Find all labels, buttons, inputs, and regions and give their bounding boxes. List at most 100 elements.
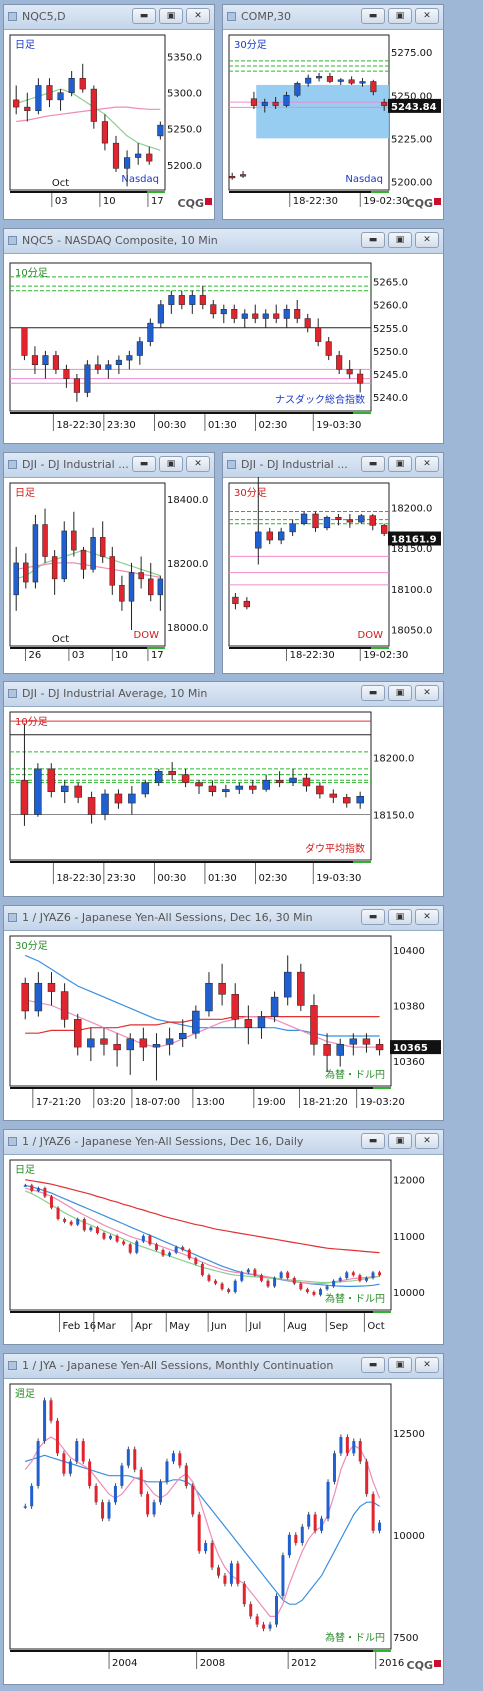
close-icon[interactable]: ✕ (415, 8, 439, 24)
yen-30min-window[interactable]: 1 / JYAZ6 - Japanese Yen-All Sessions, D… (3, 905, 444, 1121)
comp-30min-window[interactable]: COMP,30 ▬ ▣ ✕ 5275.00 5250.00 5225.00 5200.00 5… (222, 4, 444, 220)
title-bar[interactable]: COMP,30 ▬ ▣ ✕ (223, 5, 443, 30)
close-icon[interactable]: ✕ (415, 1357, 439, 1373)
time-axis-bar (10, 861, 371, 863)
candle-body (74, 785, 82, 798)
candle-body (23, 562, 29, 583)
nasdaq-daily-window[interactable]: NQC5,D ▬ ▣ ✕ 5350.0 5300.0 5250.0 5200.0 03 10 17… (3, 4, 215, 220)
candle-body (375, 1044, 384, 1051)
title-bar[interactable]: 1 / JYA - Japanese Yen-All Sessions, Mon… (4, 1354, 443, 1379)
title-bar[interactable]: DJI - DJ Industrial ... ▬ ▣ ✕ (223, 453, 443, 478)
minimize-icon[interactable]: ▬ (361, 456, 385, 472)
time-tick-label: 19-03:30 (316, 420, 361, 431)
restore-icon[interactable]: ▣ (388, 8, 412, 24)
candle-body (152, 1502, 156, 1515)
dji-daily-window[interactable]: DJI - DJ Industrial ... ▬ ▣ ✕ 18400.0 18200.… (3, 452, 215, 674)
restore-icon[interactable]: ▣ (388, 232, 412, 248)
candle-body (109, 556, 116, 586)
candle-body (126, 1449, 130, 1466)
title-bar[interactable]: 1 / JYAZ6 - Japanese Yen-All Sessions, D… (4, 1130, 443, 1155)
title-bar[interactable]: NQC5 - NASDAQ Composite, 10 Min ▬ ▣ ✕ (4, 229, 443, 254)
dji-10min-chart: 18200.0 18150.0 18-22:30 23:30 00:30 01:30 02:… (9, 711, 414, 884)
title-bar[interactable]: DJI - DJ Industrial ... ▬ ▣ ✕ (4, 453, 214, 478)
close-icon[interactable]: ✕ (186, 456, 210, 472)
series-label: 為替・ドル円 (325, 1292, 385, 1305)
candle-body (178, 1032, 187, 1040)
restore-icon[interactable]: ▣ (388, 909, 412, 925)
nasdaq-10min-window[interactable]: NQC5 - NASDAQ Composite, 10 Min ▬ ▣ ✕ 5265.… (3, 228, 444, 444)
restore-icon[interactable]: ▣ (159, 456, 183, 472)
chart-window-icon (227, 12, 236, 21)
time-tick-label: 02:30 (258, 420, 287, 431)
close-icon[interactable]: ✕ (415, 456, 439, 472)
candle-body (159, 1481, 163, 1503)
price-tick-label: 5245.0 (373, 370, 408, 381)
moving-average-green (16, 549, 161, 580)
cqg-logo: CQG (407, 197, 433, 210)
candle-body (281, 1555, 285, 1596)
candle-body (94, 1485, 98, 1503)
minimize-icon[interactable]: ▬ (361, 909, 385, 925)
moving-average-blue (25, 1184, 380, 1287)
dji-30min-window[interactable]: DJI - DJ Industrial ... ▬ ▣ ✕ 18200.0 18150.… (222, 452, 444, 674)
minimize-icon[interactable]: ▬ (361, 8, 385, 24)
candle-body (109, 1235, 113, 1239)
moving-average-pink (16, 562, 161, 578)
close-icon[interactable]: ✕ (415, 232, 439, 248)
dji-10min-window[interactable]: DJI - DJ Industrial Average, 10 Min ▬ ▣ ✕ 1… (3, 681, 444, 897)
series-label: 為替・ドル円 (325, 1631, 385, 1644)
close-icon[interactable]: ✕ (415, 1133, 439, 1149)
restore-icon[interactable]: ▣ (388, 456, 412, 472)
candle-body (218, 982, 226, 995)
close-icon[interactable]: ✕ (415, 909, 439, 925)
restore-icon[interactable]: ▣ (388, 1357, 412, 1373)
restore-icon[interactable]: ▣ (159, 8, 183, 24)
candle-body (168, 295, 175, 305)
candle-body (326, 76, 333, 82)
minimize-icon[interactable]: ▬ (361, 232, 385, 248)
candle-body (207, 1275, 211, 1281)
candle-body (359, 81, 366, 84)
candle-body (141, 1235, 145, 1242)
candle-body (71, 530, 77, 551)
minimize-icon[interactable]: ▬ (132, 8, 156, 24)
moving-average-pink (16, 106, 161, 123)
candle-body (381, 525, 388, 534)
candle-body (232, 596, 239, 604)
candle-body (99, 537, 106, 557)
timeframe-tag: 30分足 (15, 940, 48, 952)
restore-icon[interactable]: ▣ (388, 1133, 412, 1149)
window-title: 1 / JYAZ6 - Japanese Yen-All Sessions, D… (22, 1135, 304, 1148)
candle-body (300, 1526, 304, 1543)
current-price-label: 18161.9 (391, 535, 437, 546)
minimize-icon[interactable]: ▬ (361, 1357, 385, 1373)
title-bar[interactable]: DJI - DJ Industrial Average, 10 Min ▬ ▣ ✕ (4, 682, 443, 707)
candle-body (210, 304, 217, 315)
candle-body (283, 95, 290, 106)
close-icon[interactable]: ✕ (415, 685, 439, 701)
window-title: COMP,30 (241, 10, 291, 23)
candle-body (147, 322, 154, 342)
plot-area (9, 34, 166, 191)
price-tick-label: 5200.00 (391, 177, 432, 188)
minimize-icon[interactable]: ▬ (361, 685, 385, 701)
candle-body (332, 1453, 336, 1482)
candle-body (105, 364, 112, 370)
time-axis-bar (10, 647, 165, 649)
price-tick-label: 5250.00 (391, 91, 432, 102)
title-bar[interactable]: 1 / JYAZ6 - Japanese Yen-All Sessions, D… (4, 906, 443, 931)
yen-daily-window[interactable]: 1 / JYAZ6 - Japanese Yen-All Sessions, D… (3, 1129, 444, 1345)
candle-body (325, 341, 332, 356)
minimize-icon[interactable]: ▬ (132, 456, 156, 472)
yen-monthly-window[interactable]: 1 / JYA - Japanese Yen-All Sessions, Mon… (3, 1353, 444, 1685)
candle-body (255, 1616, 259, 1625)
candle-body (305, 1289, 309, 1293)
price-tick-label: 10380 (393, 1001, 425, 1012)
restore-icon[interactable]: ▣ (388, 685, 412, 701)
candle-body (305, 77, 312, 84)
close-icon[interactable]: ✕ (186, 8, 210, 24)
time-tick-label: 19-03:30 (316, 873, 361, 884)
candle-body (312, 1292, 316, 1295)
minimize-icon[interactable]: ▬ (361, 1133, 385, 1149)
title-bar[interactable]: NQC5,D ▬ ▣ ✕ (4, 5, 214, 30)
